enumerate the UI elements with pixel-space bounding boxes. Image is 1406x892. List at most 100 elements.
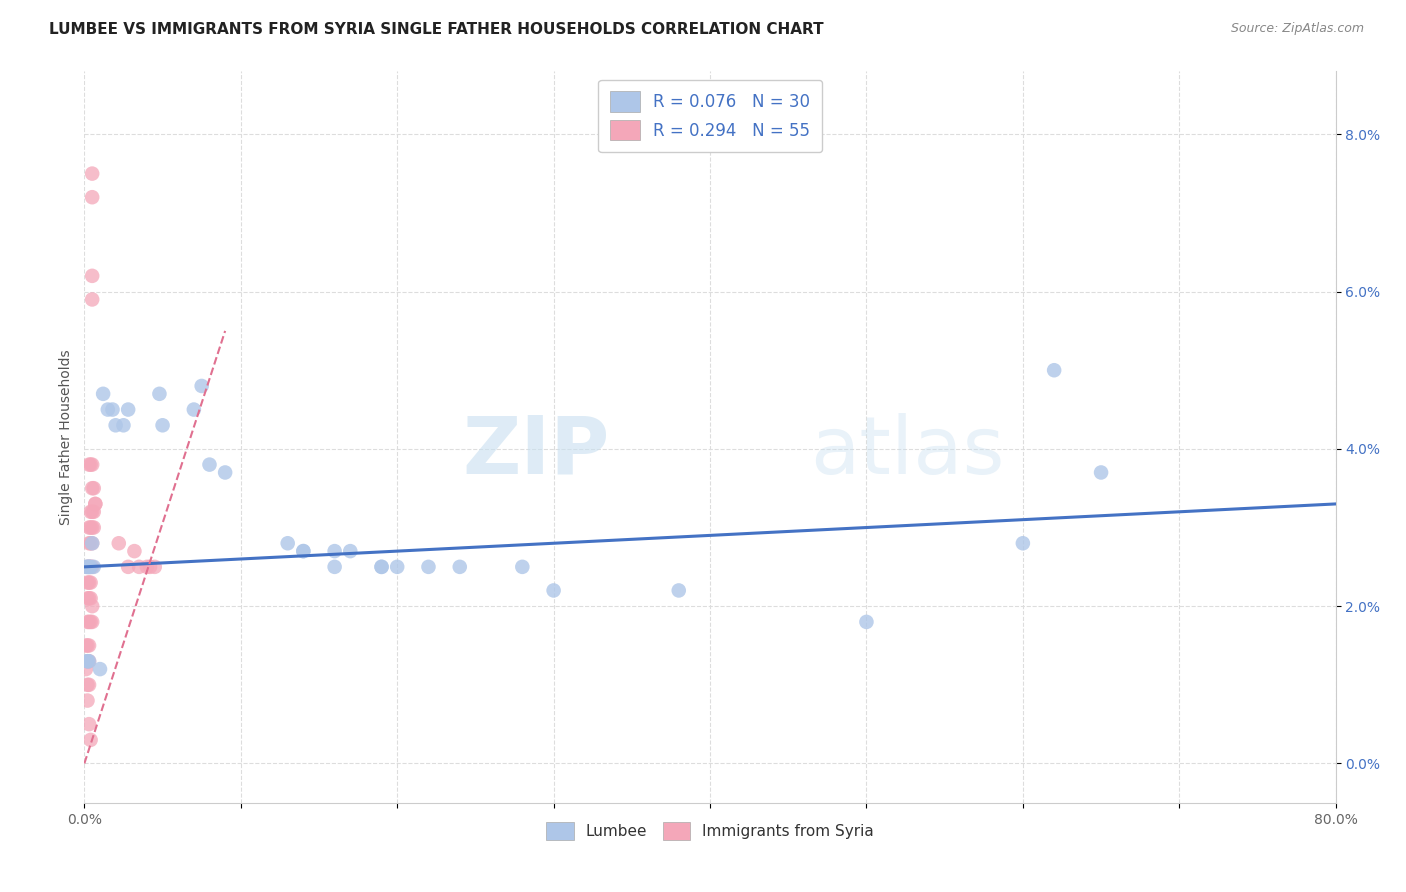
Point bbox=[183, 402, 205, 417]
Point bbox=[76, 639, 98, 653]
Point bbox=[543, 583, 565, 598]
Point bbox=[79, 458, 101, 472]
Point bbox=[77, 591, 100, 606]
Point bbox=[76, 654, 98, 668]
Point bbox=[370, 559, 392, 574]
Point bbox=[83, 559, 105, 574]
Point bbox=[82, 559, 104, 574]
Y-axis label: Single Father Households: Single Father Households bbox=[59, 350, 73, 524]
Point bbox=[82, 536, 104, 550]
Point bbox=[82, 190, 104, 204]
Point bbox=[79, 575, 101, 590]
Point bbox=[668, 583, 690, 598]
Point bbox=[79, 559, 101, 574]
Point bbox=[323, 559, 346, 574]
Point bbox=[143, 559, 166, 574]
Point bbox=[77, 575, 100, 590]
Text: LUMBEE VS IMMIGRANTS FROM SYRIA SINGLE FATHER HOUSEHOLDS CORRELATION CHART: LUMBEE VS IMMIGRANTS FROM SYRIA SINGLE F… bbox=[49, 22, 824, 37]
Point bbox=[82, 167, 104, 181]
Point bbox=[77, 717, 100, 731]
Point bbox=[198, 458, 221, 472]
Point bbox=[76, 591, 98, 606]
Point bbox=[82, 520, 104, 534]
Point bbox=[79, 615, 101, 629]
Point bbox=[385, 559, 409, 574]
Point bbox=[855, 615, 877, 629]
Point bbox=[418, 559, 440, 574]
Point bbox=[117, 402, 139, 417]
Point bbox=[77, 639, 100, 653]
Point bbox=[77, 654, 100, 668]
Point bbox=[97, 402, 120, 417]
Point bbox=[136, 559, 159, 574]
Point bbox=[82, 615, 104, 629]
Point bbox=[101, 402, 124, 417]
Point bbox=[75, 662, 97, 676]
Point bbox=[1012, 536, 1035, 550]
Point bbox=[76, 678, 98, 692]
Point bbox=[84, 497, 107, 511]
Point bbox=[128, 559, 150, 574]
Point bbox=[77, 678, 100, 692]
Point bbox=[370, 559, 392, 574]
Point bbox=[104, 418, 127, 433]
Point bbox=[77, 536, 100, 550]
Point bbox=[79, 591, 101, 606]
Point bbox=[277, 536, 299, 550]
Point bbox=[76, 559, 98, 574]
Point bbox=[76, 654, 98, 668]
Point bbox=[83, 505, 105, 519]
Point bbox=[139, 559, 162, 574]
Point bbox=[1043, 363, 1066, 377]
Point bbox=[82, 293, 104, 307]
Text: Source: ZipAtlas.com: Source: ZipAtlas.com bbox=[1230, 22, 1364, 36]
Point bbox=[512, 559, 534, 574]
Point bbox=[77, 559, 100, 574]
Point bbox=[77, 520, 100, 534]
Point bbox=[323, 544, 346, 558]
Point bbox=[82, 505, 104, 519]
Point bbox=[152, 418, 174, 433]
Point bbox=[107, 536, 129, 550]
Point bbox=[82, 268, 104, 283]
Point bbox=[83, 520, 105, 534]
Point bbox=[76, 559, 98, 574]
Point bbox=[76, 615, 98, 629]
Point bbox=[79, 505, 101, 519]
Point bbox=[1090, 466, 1112, 480]
Point bbox=[190, 379, 212, 393]
Point bbox=[449, 559, 471, 574]
Point bbox=[124, 544, 146, 558]
Point bbox=[77, 615, 100, 629]
Point bbox=[82, 481, 104, 495]
Point bbox=[79, 559, 101, 574]
Point bbox=[112, 418, 135, 433]
Legend: Lumbee, Immigrants from Syria: Lumbee, Immigrants from Syria bbox=[540, 815, 880, 847]
Point bbox=[339, 544, 361, 558]
Point bbox=[214, 466, 236, 480]
Point bbox=[84, 497, 107, 511]
Point bbox=[75, 559, 97, 574]
Point bbox=[79, 536, 101, 550]
Point bbox=[292, 544, 315, 558]
Point bbox=[77, 559, 100, 574]
Point bbox=[82, 458, 104, 472]
Text: atlas: atlas bbox=[810, 413, 1004, 491]
Point bbox=[148, 387, 170, 401]
Point bbox=[79, 732, 101, 747]
Point bbox=[292, 544, 315, 558]
Point bbox=[82, 536, 104, 550]
Point bbox=[83, 481, 105, 495]
Point bbox=[77, 559, 100, 574]
Point bbox=[76, 575, 98, 590]
Point bbox=[75, 639, 97, 653]
Point bbox=[77, 654, 100, 668]
Point bbox=[76, 693, 98, 707]
Point bbox=[79, 520, 101, 534]
Text: ZIP: ZIP bbox=[463, 413, 610, 491]
Point bbox=[76, 654, 98, 668]
Point bbox=[117, 559, 139, 574]
Point bbox=[77, 458, 100, 472]
Point bbox=[82, 599, 104, 614]
Point bbox=[89, 662, 111, 676]
